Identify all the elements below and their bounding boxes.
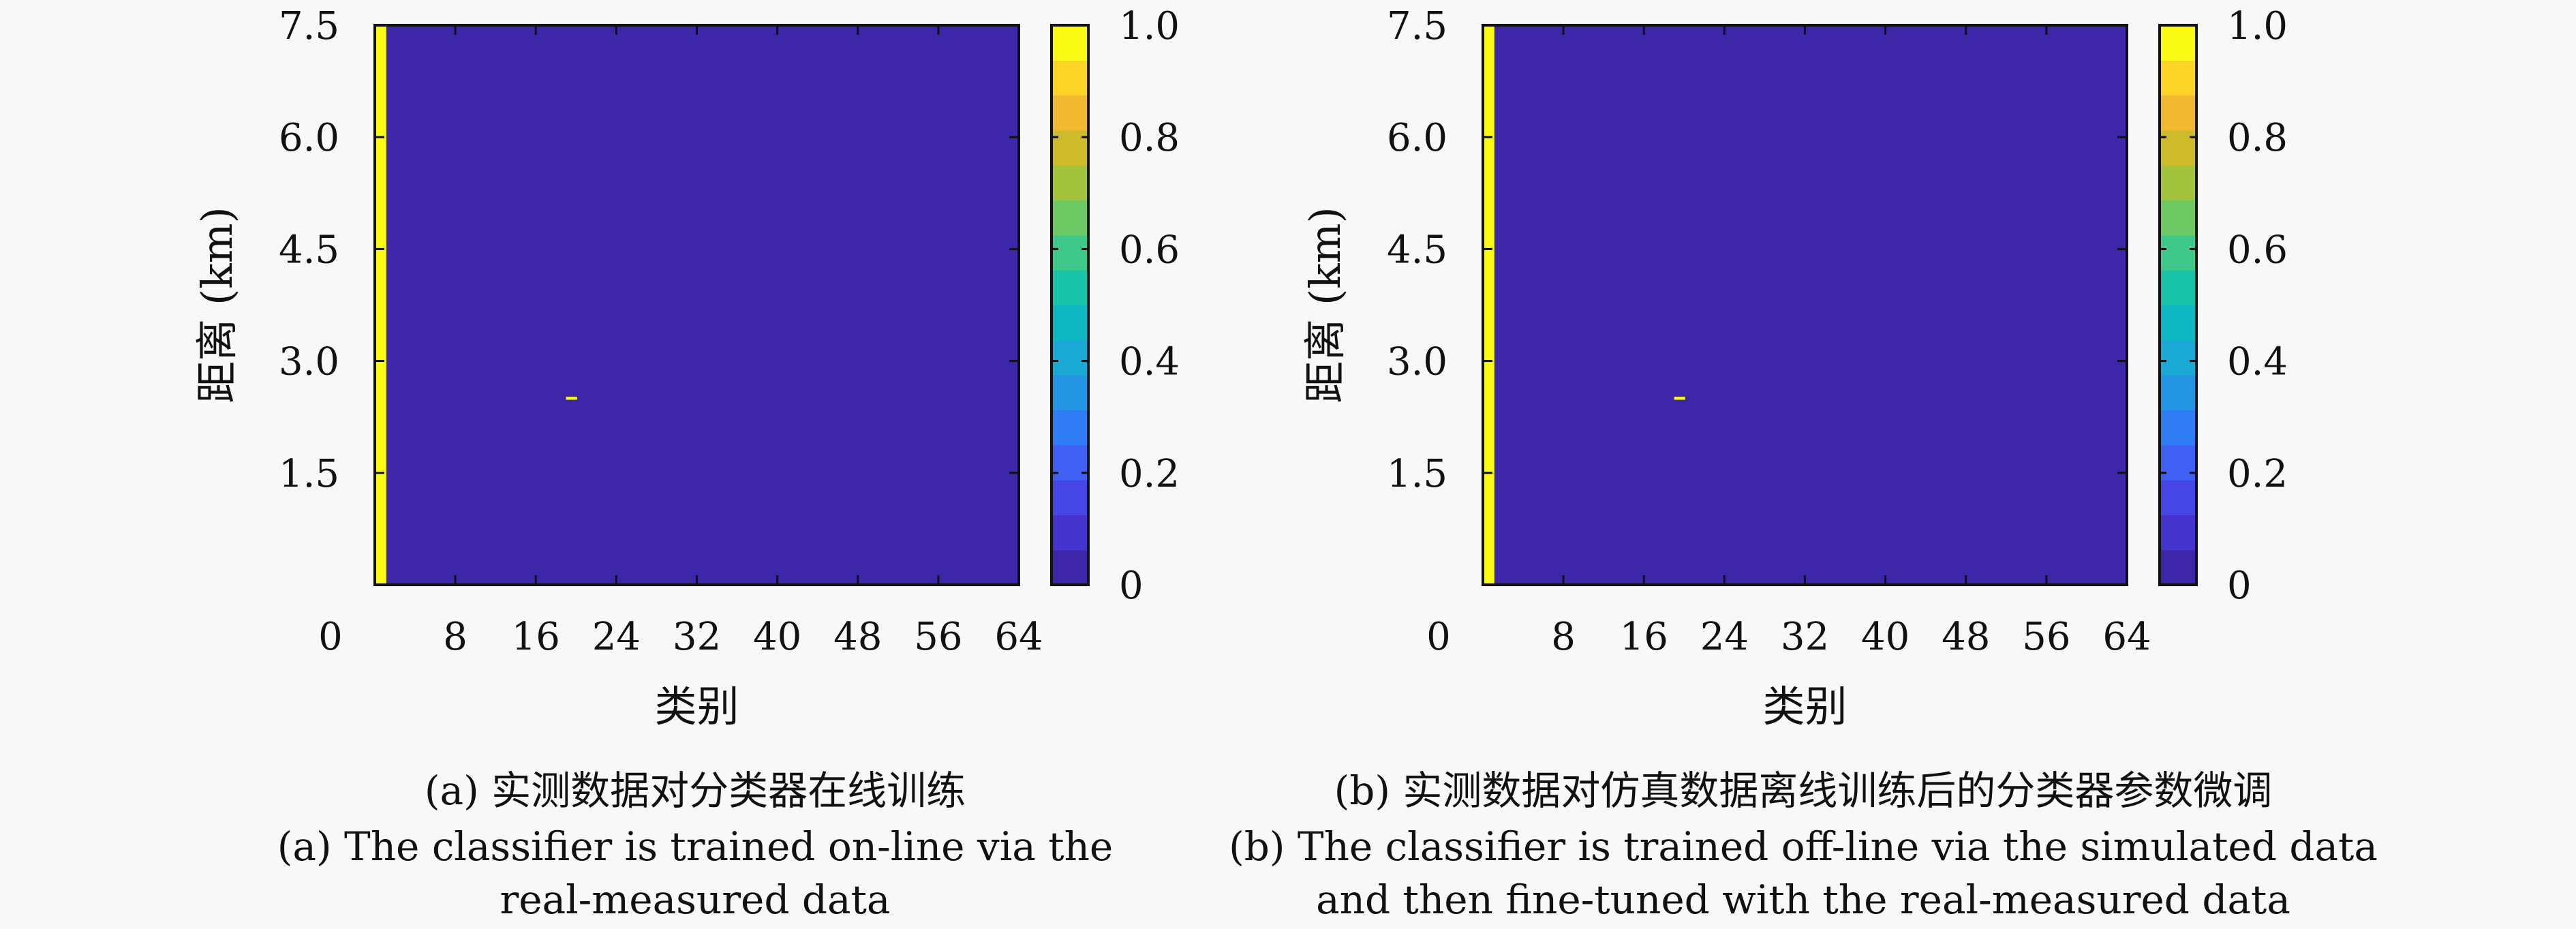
- x-tick-label: 24: [592, 615, 641, 659]
- colorbar-segment: [1052, 515, 1088, 551]
- y-axis-label: 距离 (km): [1300, 207, 1350, 403]
- x-tick-label: 0: [318, 615, 343, 659]
- colorbar-segment: [2160, 130, 2196, 166]
- colorbar-segment: [1052, 234, 1088, 271]
- colorbar-segment: [1052, 270, 1088, 306]
- caption-english-line: (b) The classifier is trained off-line v…: [1229, 823, 2378, 870]
- colorbar-tick-label: 0.6: [1119, 228, 1180, 272]
- y-tick-label: 7.5: [1387, 4, 1447, 48]
- x-tick-label: 40: [1861, 615, 1910, 659]
- colorbar-segment: [1052, 200, 1088, 236]
- colorbar-segment: [1052, 549, 1088, 585]
- x-tick-label: 32: [673, 615, 721, 659]
- colorbar-segment: [1052, 130, 1088, 166]
- colorbar-segment: [2160, 95, 2196, 131]
- x-tick-label: 48: [833, 615, 882, 659]
- caption-chinese: (a) 实测数据对分类器在线训练: [425, 767, 966, 814]
- x-tick-label: 8: [1551, 615, 1576, 659]
- caption-english-line: (a) The classifier is trained on-line vi…: [277, 823, 1114, 870]
- colorbar-frame: [2158, 24, 2198, 586]
- colorbar-tick-label: 0.8: [2227, 116, 2288, 160]
- y-tick-label: 1.5: [1387, 452, 1447, 496]
- colorbar-segment: [1052, 339, 1088, 376]
- x-tick-label: 16: [512, 615, 560, 659]
- colorbar-tick-label: 0.6: [2227, 228, 2288, 272]
- heatmap-background: [375, 25, 1019, 585]
- caption-english-line: and then fine-tuned with the real-measur…: [1316, 877, 2290, 923]
- heatmap-background: [1483, 25, 2127, 585]
- colorbar-segment: [1052, 165, 1088, 201]
- colorbar-segment: [2160, 60, 2196, 96]
- colorbar-segment: [2160, 375, 2196, 411]
- colorbar-segment: [1052, 25, 1088, 61]
- caption-chinese: (b) 实测数据对仿真数据离线训练后的分类器参数微调: [1334, 767, 2273, 814]
- heatmap-cell: [566, 397, 577, 400]
- x-tick-label: 40: [753, 615, 801, 659]
- x-axis-label: 类别: [654, 682, 739, 731]
- x-tick-label: 56: [2022, 615, 2070, 659]
- y-tick-label: 4.5: [1387, 228, 1447, 272]
- x-tick-label: 64: [2102, 615, 2151, 659]
- colorbar-segment: [2160, 305, 2196, 341]
- colorbar-segment: [2160, 200, 2196, 236]
- colorbar-tick-label: 0.4: [2227, 340, 2288, 384]
- colorbar-tick-label: 1.0: [2227, 4, 2288, 48]
- x-tick-label: 0: [1426, 615, 1451, 659]
- colorbar-segment: [1052, 60, 1088, 96]
- colorbar-tick-label: 0: [1119, 564, 1144, 608]
- y-tick-label: 6.0: [279, 116, 339, 160]
- colorbar-segment: [2160, 234, 2196, 271]
- colorbar-tick-label: 0.2: [2227, 452, 2288, 496]
- colorbar-frame: [1050, 24, 1090, 586]
- x-tick-label: 24: [1700, 615, 1749, 659]
- heatmap-cell: [1483, 25, 1494, 585]
- y-tick-label: 4.5: [279, 228, 339, 272]
- y-tick-label: 1.5: [279, 452, 339, 496]
- colorbar-segment: [1052, 305, 1088, 341]
- colorbar-tick-label: 0.8: [1119, 116, 1180, 160]
- colorbar-segment: [2160, 549, 2196, 585]
- caption-english-line: real-measured data: [500, 877, 890, 923]
- colorbar-segment: [2160, 25, 2196, 61]
- colorbar-segment: [2160, 410, 2196, 446]
- y-axis-label: 距离 (km): [192, 207, 242, 403]
- x-tick-label: 16: [1620, 615, 1668, 659]
- colorbar-segment: [2160, 515, 2196, 551]
- colorbar-tick-label: 0.2: [1119, 452, 1180, 496]
- colorbar-tick-label: 1.0: [1119, 4, 1180, 48]
- y-tick-label: 3.0: [279, 340, 339, 384]
- y-tick-label: 3.0: [1387, 340, 1447, 384]
- x-tick-label: 48: [1942, 615, 1990, 659]
- y-tick-label: 7.5: [279, 4, 339, 48]
- colorbar-segment: [2160, 339, 2196, 376]
- colorbar-segment: [1052, 444, 1088, 481]
- colorbar-segment: [2160, 444, 2196, 481]
- colorbar-segment: [1052, 480, 1088, 515]
- x-tick-label: 64: [994, 615, 1043, 659]
- colorbar-segment: [2160, 165, 2196, 201]
- colorbar-segment: [1052, 95, 1088, 131]
- colorbar-segment: [1052, 375, 1088, 411]
- heatmap-cell: [375, 25, 386, 585]
- panel-a: 0 8 16 24 32 40 48 56 64 1.5 3.0 4.5 6.0 7.5 类别 距离 (km)…: [192, 4, 1180, 923]
- x-tick-label: 8: [443, 615, 467, 659]
- x-tick-label: 56: [914, 615, 962, 659]
- y-tick-label: 6.0: [1387, 116, 1447, 160]
- colorbar-segment: [1052, 410, 1088, 446]
- x-axis-label: 类别: [1762, 682, 1847, 731]
- colorbar-tick-label: 0: [2227, 564, 2252, 608]
- colorbar-tick-label: 0.4: [1119, 340, 1180, 384]
- panel-b: 0 8 16 24 32 40 48 56 64 1.5 3.0 4.5 6.0 7.5 类别 距离 (km)…: [1229, 4, 2378, 923]
- colorbar-segment: [2160, 480, 2196, 515]
- x-tick-label: 32: [1781, 615, 1829, 659]
- colorbar-segment: [2160, 270, 2196, 306]
- heatmap-cell: [1674, 397, 1685, 400]
